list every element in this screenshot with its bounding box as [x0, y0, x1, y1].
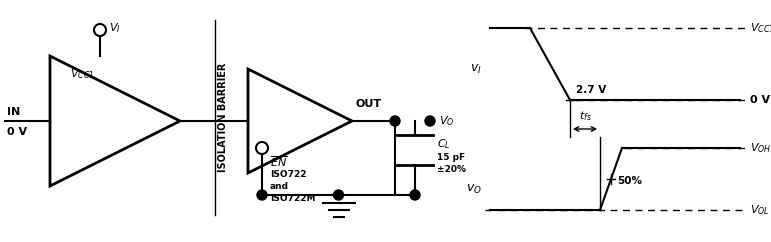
Text: $V_{OL}$: $V_{OL}$: [750, 203, 769, 217]
Circle shape: [257, 190, 267, 200]
Text: $t_{fs}$: $t_{fs}$: [578, 109, 591, 123]
Text: IN: IN: [7, 107, 20, 117]
Circle shape: [425, 116, 435, 126]
Text: $V_I$: $V_I$: [109, 21, 121, 35]
Text: 0 V: 0 V: [750, 95, 770, 105]
Text: ISOLATION BARRIER: ISOLATION BARRIER: [218, 63, 228, 172]
Text: $V_{OH}$: $V_{OH}$: [750, 141, 771, 155]
Text: OUT: OUT: [356, 99, 382, 109]
Text: ISO722
and
ISO722M: ISO722 and ISO722M: [270, 170, 315, 203]
Text: $\overline{EN}$: $\overline{EN}$: [270, 154, 288, 169]
Text: $v_I$: $v_I$: [470, 62, 482, 76]
Text: $V_{CC1}$: $V_{CC1}$: [70, 67, 95, 81]
Text: 15 pF
±20%: 15 pF ±20%: [437, 153, 466, 174]
Text: 2.7 V: 2.7 V: [576, 85, 606, 95]
Circle shape: [334, 190, 344, 200]
Text: $V_O$: $V_O$: [439, 114, 454, 128]
Text: $v_O$: $v_O$: [466, 182, 482, 196]
Text: $V_{CC1}$: $V_{CC1}$: [750, 21, 771, 35]
Text: $C_L$: $C_L$: [437, 137, 450, 151]
Text: 0 V: 0 V: [7, 127, 27, 137]
Circle shape: [390, 116, 400, 126]
Circle shape: [410, 190, 420, 200]
Text: 50%: 50%: [617, 176, 642, 186]
